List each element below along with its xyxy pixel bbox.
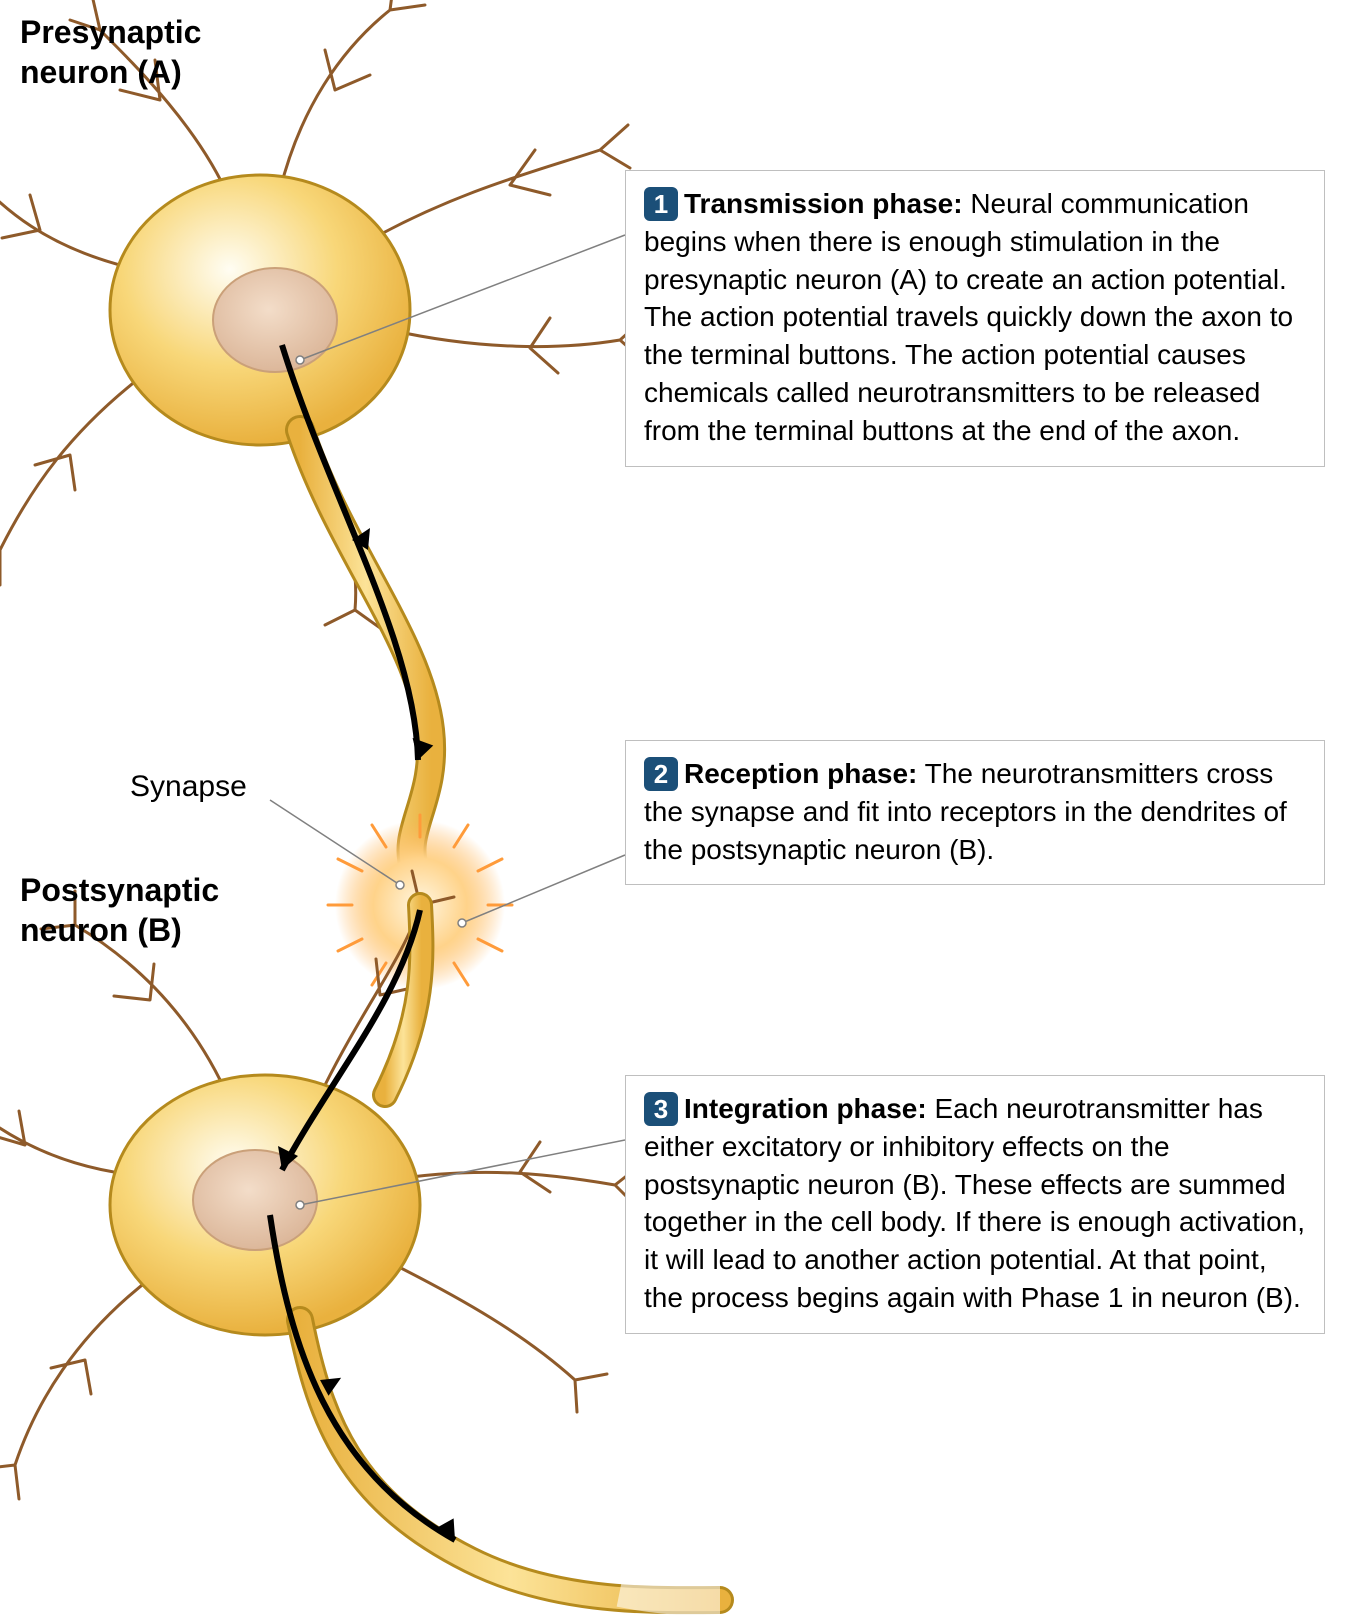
label-synapse: Synapse bbox=[130, 770, 247, 804]
badge-1: 1 bbox=[644, 187, 678, 221]
neuron-a bbox=[0, 0, 648, 630]
callout-2-title: Reception phase: bbox=[684, 758, 917, 789]
label-postsynaptic: Postsynaptic neuron (B) bbox=[20, 870, 219, 950]
badge-3: 3 bbox=[644, 1092, 678, 1126]
label-presynaptic: Presynaptic neuron (A) bbox=[20, 12, 201, 92]
callout-1-body: Neural communication begins when there i… bbox=[644, 188, 1293, 446]
callout-2: 2Reception phase: The neurotransmitters … bbox=[625, 740, 1325, 885]
badge-2: 2 bbox=[644, 757, 678, 791]
callout-3: 3Integration phase: Each neurotransmitte… bbox=[625, 1075, 1325, 1334]
callout-3-body: Each neurotransmitter has either excitat… bbox=[644, 1093, 1305, 1313]
callout-1: 1Transmission phase: Neural communicatio… bbox=[625, 170, 1325, 467]
callout-3-title: Integration phase: bbox=[684, 1093, 927, 1124]
callout-1-title: Transmission phase: bbox=[684, 188, 963, 219]
